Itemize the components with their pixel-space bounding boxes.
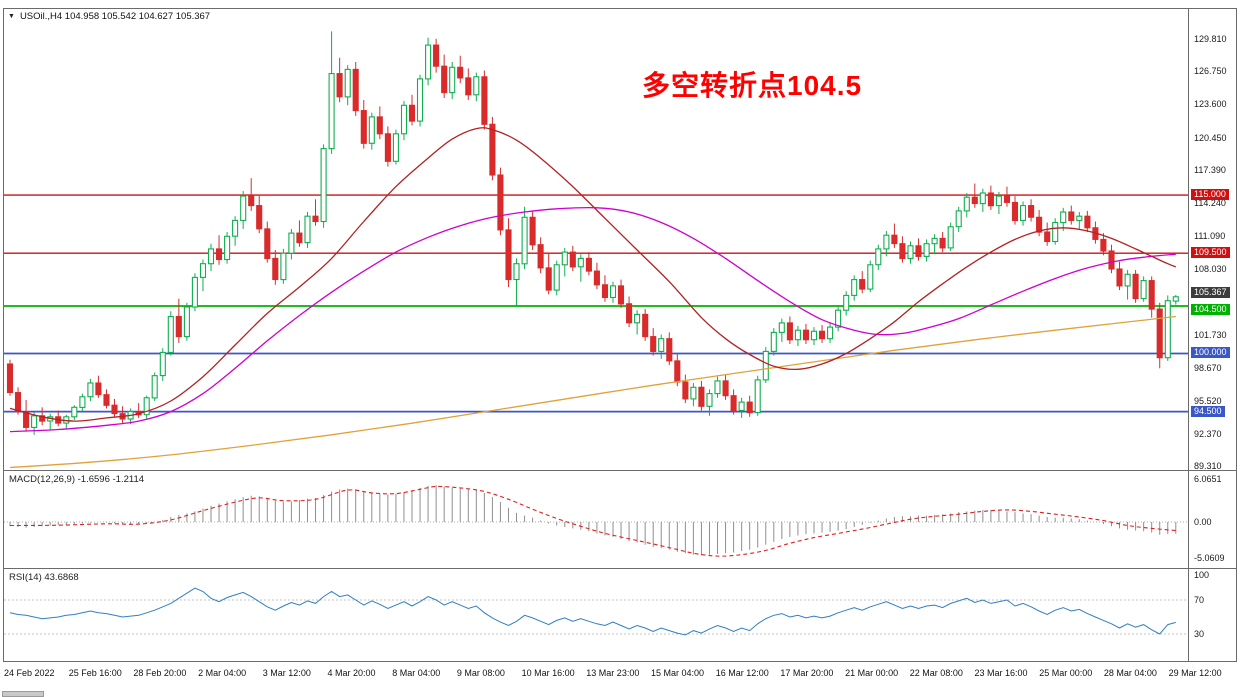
symbol-collapse-icon[interactable]: ▼ — [8, 13, 15, 20]
price-axis-tick: 92.370 — [1194, 429, 1222, 440]
price-axis-tick: 123.600 — [1194, 99, 1227, 110]
macd-panel — [4, 485, 1188, 557]
level-badge-109.500: 109.500 — [1191, 247, 1230, 259]
rsi-axis-tick: 70 — [1194, 595, 1205, 605]
time-axis-label: 16 Mar 12:00 — [715, 668, 769, 678]
price-axis-tick: 101.730 — [1194, 330, 1227, 341]
rsi-line — [9, 587, 1176, 636]
current-price-badge: 105.367 — [1191, 286, 1230, 298]
time-axis-label: 23 Mar 16:00 — [974, 668, 1028, 678]
price-axis-tick: 129.810 — [1194, 33, 1227, 44]
time-axis-label: 28 Mar 04:00 — [1103, 668, 1157, 678]
symbol-info: ▼ USOil.,H4 104.958 105.542 104.627 105.… — [8, 11, 210, 22]
price-axis-tick: 126.750 — [1194, 66, 1227, 76]
candlestick-series — [6, 31, 1179, 435]
annotation-text: 多空转折点104.5 — [642, 70, 863, 101]
rsi-label: RSI(14) 43.6868 — [9, 572, 79, 583]
level-badge-94.500: 94.500 — [1191, 405, 1225, 417]
time-axis-label: 24 Feb 2022 — [4, 668, 55, 678]
ma-orange-line — [9, 315, 1176, 469]
time-axis-label: 22 Mar 08:00 — [909, 668, 963, 678]
macd-label: MACD(12,26,9) -1.6596 -1.2114 — [9, 474, 145, 485]
rsi-axis-tick: 30 — [1194, 629, 1205, 639]
price-axis-tick: 89.310 — [1194, 461, 1222, 472]
time-axis-label: 25 Feb 16:00 — [68, 668, 122, 678]
time-axis-label: 28 Feb 20:00 — [133, 668, 187, 678]
price-axis-tick: 117.390 — [1194, 164, 1226, 175]
time-axis-label: 15 Mar 04:00 — [651, 668, 705, 678]
macd-axis-tick: -5.0609 — [1194, 552, 1225, 563]
price-axis-tick: 108.030 — [1194, 263, 1227, 274]
macd-axis-tick: 6.0651 — [1194, 473, 1222, 484]
level-badge-115.000: 115.000 — [1191, 189, 1229, 201]
level-badge-104.500: 104.500 — [1191, 303, 1230, 315]
price-axis[interactable]: 129.810 126.750 123.600 120.450 117.390 114.2… — [1190, 0, 1240, 661]
macd-signal-line — [9, 485, 1176, 557]
time-axis-label: 17 Mar 20:00 — [780, 668, 834, 678]
time-axis-label: 29 Mar 12:00 — [1168, 668, 1222, 678]
time-axis-label: 2 Mar 04:00 — [198, 668, 247, 678]
macd-axis-tick: 0.00 — [1194, 517, 1212, 527]
chart-frame — [3, 8, 1237, 662]
price-axis-tick: 98.670 — [1194, 362, 1222, 373]
price-axis-tick: 120.450 — [1194, 132, 1227, 143]
ma-darkred-line — [9, 127, 1177, 422]
time-axis-label: 9 Mar 08:00 — [456, 668, 505, 678]
level-lines[interactable] — [4, 194, 1188, 413]
price-axis-tick: 95.520 — [1194, 395, 1222, 406]
price-axis-tick: 114.240 — [1194, 198, 1226, 209]
time-axis-label: 4 Mar 20:00 — [327, 668, 376, 678]
ma-magenta-line — [9, 206, 1176, 433]
time-axis-label: 10 Mar 16:00 — [521, 668, 575, 678]
time-axis[interactable]: 24 Feb 2022 25 Feb 16:00 28 Feb 20:00 2 Mar… — [0, 664, 1240, 682]
price-axis-tick: 111.090 — [1194, 231, 1226, 242]
rsi-axis-tick: 100 — [1194, 569, 1210, 580]
symbol-ohlc-text: USOil.,H4 104.958 105.542 104.627 105.36… — [19, 11, 211, 22]
moving-averages — [9, 127, 1177, 469]
time-axis-label: 13 Mar 23:00 — [586, 668, 640, 678]
time-axis-label: 25 Mar 00:00 — [1039, 668, 1093, 678]
time-axis-label: 8 Mar 04:00 — [392, 668, 441, 678]
time-axis-label: 21 Mar 00:00 — [845, 668, 899, 678]
h-scrollbar-thumb[interactable] — [2, 691, 44, 697]
rsi-panel — [4, 587, 1188, 636]
level-badge-100.000: 100.000 — [1191, 347, 1230, 359]
time-axis-label: 3 Mar 12:00 — [262, 668, 311, 678]
